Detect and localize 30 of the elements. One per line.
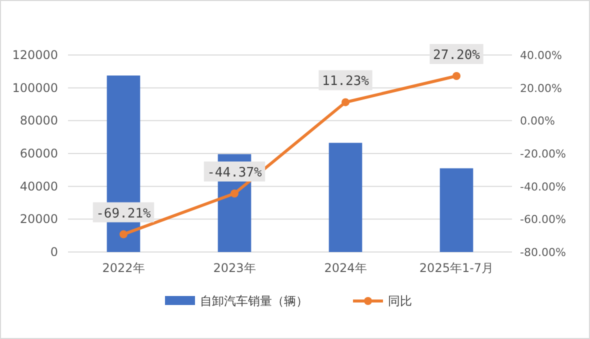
y-tick-label: 20000 — [20, 212, 58, 226]
y2-tick-label: -20.00% — [520, 148, 566, 160]
y-tick-label: 100000 — [12, 80, 58, 95]
point — [120, 230, 128, 238]
y2-tick-label: -80.00% — [520, 246, 566, 259]
data-label: 27.20% — [433, 48, 480, 64]
y2-tick-label: 20.00% — [520, 82, 562, 95]
point — [452, 72, 460, 80]
x-tick-label: 2023年 — [213, 261, 256, 275]
legend-label: 同比 — [388, 294, 412, 308]
bar — [440, 168, 474, 252]
x-tick-label: 2025年1-7月 — [419, 261, 494, 275]
y2-tick-label: 0.00% — [520, 114, 555, 128]
y2-tick-label: 40.00% — [520, 49, 562, 62]
y-tick-label: 40000 — [20, 179, 58, 194]
legend-label: 自卸汽车销量（辆） — [200, 294, 308, 308]
y-tick-label: 80000 — [20, 114, 58, 128]
data-label: -44.37% — [207, 166, 262, 181]
data-label: 11.23% — [322, 74, 370, 90]
point — [342, 98, 350, 106]
y-tick-label: 60000 — [20, 146, 58, 160]
x-tick-label: 2022年 — [102, 261, 145, 275]
data-label: -69.21% — [96, 206, 152, 222]
bar — [328, 142, 362, 252]
y2-tick-label: -60.00% — [520, 213, 566, 226]
y2-tick-label: -40.00% — [520, 180, 566, 194]
y-tick-label: 120000 — [12, 48, 58, 62]
x-tick-label: 2024年 — [324, 261, 367, 275]
y-tick-label: 0 — [50, 245, 58, 259]
point — [230, 190, 238, 198]
